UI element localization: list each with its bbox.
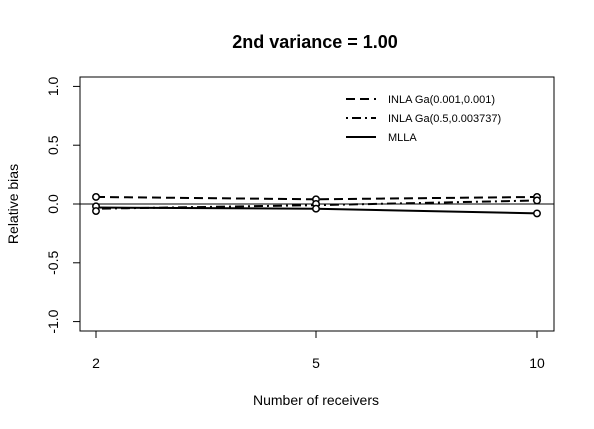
legend-label: INLA Ga(0.001,0.001) [388,94,495,106]
chart-title: 2nd variance = 1.00 [232,32,398,52]
x-tick-label: 10 [529,355,545,371]
data-point-marker [312,204,320,213]
data-point-marker [92,192,100,201]
data-point-marker [92,207,100,216]
legend-item-3: MLLA [346,132,417,144]
series-line-1 [95,195,538,201]
x-tick-label: 2 [92,355,100,371]
data-point-marker [533,209,541,218]
y-tick-label: 0.5 [45,135,61,155]
y-tick-label: 1.0 [45,76,61,96]
y-axis-label: Relative bias [5,164,21,244]
x-tick-label: 5 [312,355,320,371]
legend-item-2: INLA Ga(0.5,0.003737) [346,113,501,125]
y-tick-label: -1.0 [45,309,61,333]
legend: INLA Ga(0.001,0.001) INLA Ga(0.5,0.003737… [346,94,501,144]
legend-label: INLA Ga(0.5,0.003737) [388,113,501,125]
marker-layer [92,192,541,218]
x-axis-label: Number of receivers [253,392,379,408]
legend-item-1: INLA Ga(0.001,0.001) [346,94,495,106]
legend-label: MLLA [388,132,417,144]
data-point-marker [533,196,541,205]
y-tick-label: -0.5 [45,251,61,275]
y-tick-label: 0.0 [45,194,61,214]
y-axis: -1.0 -0.5 0.0 0.5 1.0 [45,76,81,334]
x-axis: 2 5 10 [92,330,545,371]
